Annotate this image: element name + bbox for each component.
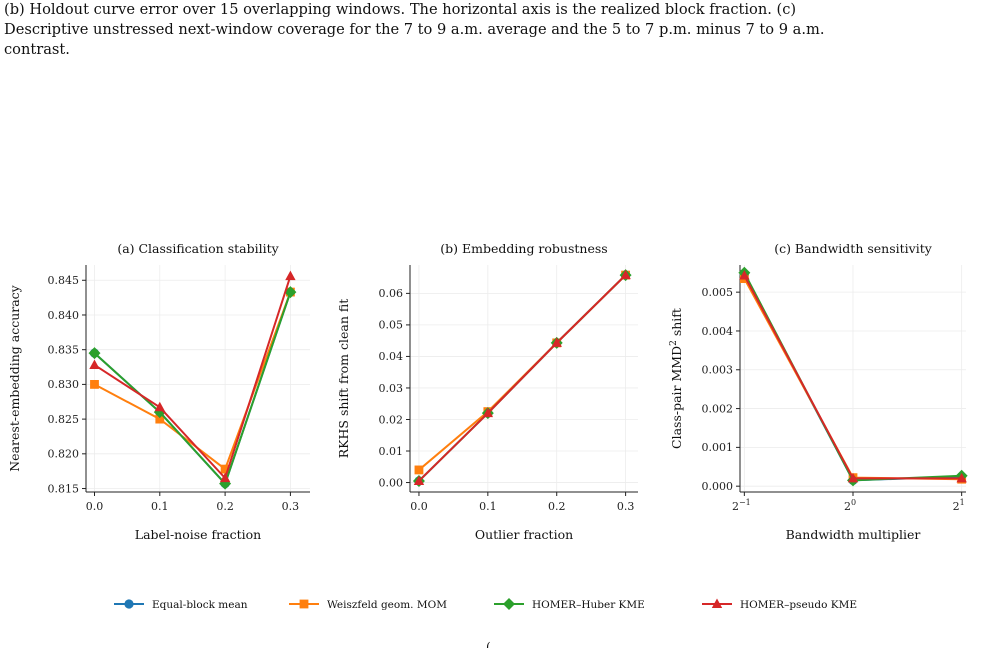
data-point — [154, 401, 165, 412]
y-tick-label: 0.04 — [379, 350, 404, 363]
y-tick-label: 0.01 — [379, 445, 404, 458]
data-point — [90, 380, 99, 389]
data-point — [551, 337, 562, 347]
x-tick-label: 0.3 — [282, 500, 300, 513]
y-tick-label: 0.003 — [702, 364, 734, 377]
y-tick-label: 0.840 — [48, 309, 80, 322]
x-tick-label: 20 — [844, 498, 856, 513]
panel-embedding-robustness: 0.00 0.01 0.02 0.03 0.04 0.05 0.06 0.0 0.1 0.2 0.3… — [336, 241, 638, 542]
y-tick-label: 0.830 — [48, 378, 80, 391]
y-tick-label: 0.05 — [379, 319, 404, 332]
x-axis-label: Bandwidth multiplier — [786, 527, 921, 542]
y-tick-label: 0.825 — [48, 413, 80, 426]
caption-line-3: contrast. — [4, 41, 70, 58]
panel-bandwidth-sensitivity: 0.000 0.001 0.002 0.003 0.004 0.005 2−1 20 21 (c)… — [669, 241, 968, 542]
data-point — [956, 472, 967, 483]
legend-marker — [124, 599, 134, 609]
grid — [86, 265, 310, 492]
y-tick-label: 0.001 — [702, 441, 734, 454]
data-point — [89, 359, 100, 369]
y-tick-label: 0.002 — [702, 402, 734, 415]
data-point — [413, 475, 425, 485]
legend-entry-weiszfeld-geom-mom: Weiszfeld geom. MOM — [289, 599, 447, 611]
series-equal-block-mean — [89, 287, 296, 489]
x-tick-label: 0.1 — [151, 500, 169, 513]
legend-entry-homer-pseudo-kme: HOMER–pseudo KME — [702, 598, 857, 611]
y-tick-label: 0.005 — [702, 286, 734, 299]
legend-marker — [299, 599, 309, 609]
panel-title: (b) Embedding robustness — [440, 241, 607, 256]
y-tick-label: 0.835 — [48, 343, 80, 356]
data-point — [219, 472, 231, 483]
x-tick-label: 2−1 — [732, 498, 751, 513]
y-tick-label: 0.00 — [379, 476, 404, 489]
legend-label: HOMER–pseudo KME — [740, 599, 857, 611]
y-axis-label: RKHS shift from clean fit — [336, 299, 351, 458]
legend-marker — [503, 598, 515, 610]
caption-line-2: Descriptive unstressed next-window cover… — [4, 21, 825, 38]
x-tick-label: 0.2 — [548, 500, 566, 513]
grid — [410, 265, 638, 492]
x-axis-label: Outlier fraction — [475, 527, 573, 542]
data-point — [285, 270, 296, 281]
y-tick-label: 0.000 — [702, 480, 734, 493]
data-point — [620, 269, 631, 280]
series-homer-pseudo-kme — [89, 270, 296, 483]
data-point — [88, 347, 101, 360]
data-point — [847, 472, 859, 483]
x-axis-label: Label-noise fraction — [135, 527, 261, 542]
data-point — [739, 269, 750, 280]
caption-line-1: (b) Holdout curve error over 15 overlapp… — [4, 1, 797, 18]
panel-classification-stability: 0.815 0.820 0.825 0.830 0.835 0.840 0.845 0.0 0.… — [7, 241, 310, 542]
y-tick-label: 0.02 — [379, 413, 404, 426]
x-tick-label: 0.2 — [216, 500, 234, 513]
y-tick-label: 0.03 — [379, 382, 404, 395]
x-tick-label: 0.1 — [479, 500, 497, 513]
y-axis-label: Class-pair MMD2 shift — [669, 308, 684, 449]
legend-label: Equal-block mean — [152, 599, 248, 611]
series-homer-pseudo-kme — [739, 269, 967, 483]
data-point — [414, 465, 424, 475]
series-line — [93, 291, 292, 486]
data-point — [284, 286, 297, 299]
x-tick-label: 0.3 — [617, 500, 635, 513]
panel-title: (c) Bandwidth sensitivity — [774, 241, 933, 256]
legend-entry-homer-huber-kme: HOMER–Huber KME — [494, 598, 645, 611]
legend-marker — [711, 598, 723, 608]
y-tick-label: 0.06 — [379, 287, 404, 300]
series-homer-huber-kme — [88, 286, 297, 490]
legend-label: Weiszfeld geom. MOM — [327, 599, 447, 611]
y-tick-label: 0.845 — [48, 274, 80, 287]
x-tick-label: 0.0 — [86, 500, 104, 513]
data-point — [155, 414, 165, 424]
series-weiszfeld-geom-mom — [90, 287, 295, 474]
y-axis-label: Nearest-embedding accuracy — [7, 284, 22, 471]
series-line — [418, 274, 627, 482]
grid — [740, 265, 966, 492]
bottom-clipped-label: ( ) — [486, 640, 491, 648]
y-tick-label: 0.815 — [48, 482, 80, 495]
x-tick-label: 21 — [953, 498, 965, 513]
legend: Equal-block mean Weiszfeld geom. MOM HOMER… — [114, 598, 857, 611]
panel-title: (a) Classification stability — [117, 241, 279, 256]
figure-caption: (b) Holdout curve error over 15 overlapp… — [4, 0, 978, 60]
data-point — [220, 464, 230, 474]
x-tick-label: 0.0 — [410, 500, 428, 513]
series-line — [93, 275, 292, 481]
y-tick-label: 0.820 — [48, 448, 80, 461]
legend-label: HOMER–Huber KME — [532, 599, 645, 611]
y-tick-label: 0.004 — [702, 325, 734, 338]
series-homer-pseudo-kme — [413, 269, 631, 485]
legend-entry-equal-block-mean: Equal-block mean — [114, 599, 248, 611]
data-point — [482, 407, 494, 418]
series-line — [93, 291, 292, 486]
